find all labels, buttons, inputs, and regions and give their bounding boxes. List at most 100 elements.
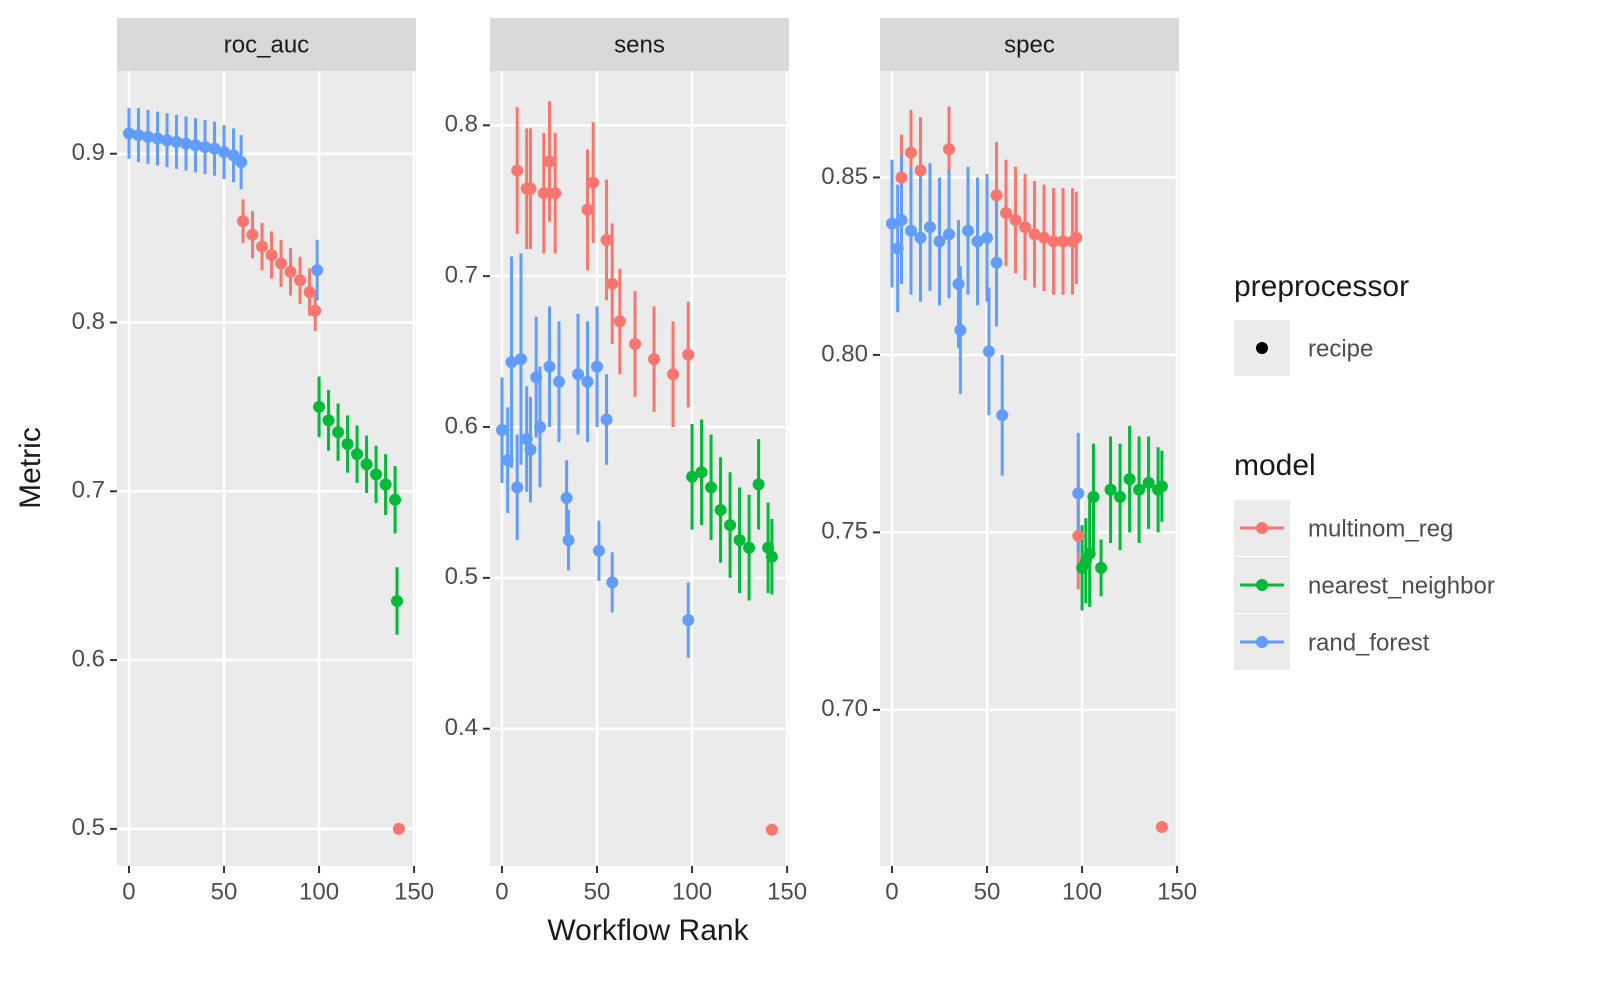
point <box>311 264 324 277</box>
point <box>714 503 727 516</box>
point <box>379 478 392 491</box>
point <box>511 164 524 177</box>
legend-symbol <box>1256 579 1268 591</box>
point <box>533 421 546 434</box>
point <box>511 481 524 494</box>
point <box>543 155 556 168</box>
point <box>591 360 604 373</box>
point <box>954 324 967 337</box>
point <box>1009 214 1022 227</box>
strip <box>490 18 789 71</box>
point <box>208 142 221 155</box>
point <box>923 221 936 234</box>
point <box>199 140 212 153</box>
y-tick-label: 0.4 <box>445 714 478 741</box>
legend-label: recipe <box>1308 335 1373 362</box>
point <box>1104 483 1117 496</box>
point <box>581 203 594 216</box>
legend-title: preprocessor <box>1234 270 1409 303</box>
point <box>1155 480 1168 493</box>
point <box>981 231 994 244</box>
point <box>218 146 231 159</box>
point <box>122 127 135 140</box>
y-tick-label: 0.70 <box>821 695 868 722</box>
point <box>389 493 402 506</box>
point <box>351 448 364 461</box>
point <box>1087 490 1100 503</box>
point <box>587 176 600 189</box>
point <box>524 443 537 456</box>
x-tick-label: 0 <box>495 878 508 905</box>
point <box>151 132 164 145</box>
point <box>943 228 955 241</box>
point <box>914 164 927 177</box>
x-tick-label: 50 <box>584 878 611 905</box>
legend-label: nearest_neighbor <box>1308 572 1495 599</box>
point <box>895 171 908 184</box>
y-tick-label: 0.9 <box>72 139 105 166</box>
legend-title: model <box>1234 449 1316 482</box>
y-tick-label: 0.6 <box>72 645 105 672</box>
x-tick-label: 50 <box>211 878 238 905</box>
point <box>303 286 316 299</box>
y-tick-label: 0.80 <box>821 340 868 367</box>
point <box>629 338 642 351</box>
point <box>943 143 955 156</box>
point <box>686 470 699 483</box>
point <box>1114 490 1127 503</box>
point <box>724 519 737 532</box>
point <box>132 129 145 142</box>
point <box>1072 487 1085 500</box>
point <box>648 353 661 366</box>
point <box>313 400 326 413</box>
point <box>895 214 908 227</box>
point <box>667 368 680 381</box>
point <box>1057 235 1070 248</box>
point <box>705 481 718 494</box>
y-tick-label: 0.5 <box>445 563 478 590</box>
legend-symbol <box>1256 342 1268 354</box>
point <box>682 614 695 627</box>
strip <box>880 18 1179 71</box>
point <box>170 135 183 148</box>
point <box>904 146 917 159</box>
point <box>581 375 594 388</box>
x-tick-label: 50 <box>974 878 1001 905</box>
point <box>1047 235 1060 248</box>
point <box>501 454 514 467</box>
point <box>235 156 248 169</box>
point <box>237 215 250 228</box>
facet-label: spec <box>1004 31 1055 58</box>
point <box>996 409 1009 422</box>
y-tick-label: 0.7 <box>445 262 478 289</box>
point <box>1028 228 1041 241</box>
point <box>370 468 383 481</box>
point <box>933 235 946 248</box>
point <box>1083 547 1096 560</box>
point <box>246 228 259 241</box>
point <box>1072 529 1085 542</box>
point <box>256 240 269 253</box>
x-tick-label: 150 <box>1157 878 1197 905</box>
point <box>360 458 373 471</box>
point <box>572 368 585 381</box>
point <box>180 137 192 150</box>
point <box>600 233 613 246</box>
x-tick-label: 100 <box>1062 878 1102 905</box>
point <box>562 534 575 547</box>
point <box>592 544 605 557</box>
y-tick-label: 0.8 <box>72 308 105 335</box>
y-tick-label: 0.7 <box>72 477 105 504</box>
point <box>952 277 965 290</box>
panel <box>117 71 416 866</box>
point <box>294 274 307 287</box>
point <box>885 217 898 230</box>
facet-label: sens <box>614 31 665 58</box>
point <box>1000 206 1013 219</box>
point <box>332 426 345 439</box>
point <box>613 315 626 328</box>
point <box>1070 231 1083 244</box>
point <box>1123 473 1136 486</box>
y-tick-label: 0.5 <box>72 814 105 841</box>
